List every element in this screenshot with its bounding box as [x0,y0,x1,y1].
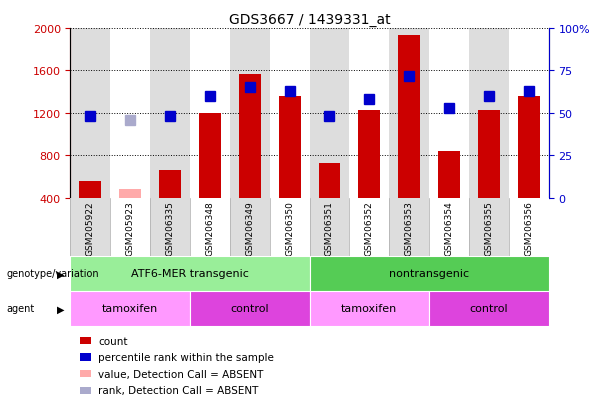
Text: GSM206349: GSM206349 [245,201,254,256]
Bar [469,29,509,198]
Text: GSM206348: GSM206348 [205,201,215,256]
Text: nontransgenic: nontransgenic [389,268,469,279]
Bar [70,198,110,256]
Bar [359,110,380,198]
Bar [230,198,270,256]
Bar [190,29,230,198]
Text: control: control [470,304,508,314]
Text: ATF6-MER transgenic: ATF6-MER transgenic [131,268,249,279]
Bar [239,74,261,198]
Bar [190,198,230,256]
Bar [110,198,150,256]
Bar [80,181,101,198]
Text: GSM206350: GSM206350 [285,201,294,256]
Bar [509,29,549,198]
Text: tamoxifen: tamoxifen [341,304,397,314]
Text: GSM206352: GSM206352 [365,201,374,256]
Title: GDS3667 / 1439331_at: GDS3667 / 1439331_at [229,12,390,26]
Bar [319,163,340,198]
Bar [469,198,509,256]
Bar [509,198,549,256]
Text: percentile rank within the sample: percentile rank within the sample [98,352,274,362]
Bar [429,291,549,326]
Bar [279,97,300,198]
Text: GSM206356: GSM206356 [524,201,533,256]
Bar [310,29,349,198]
Bar [349,198,389,256]
Text: genotype/variation: genotype/variation [6,268,99,279]
Bar [70,256,310,291]
Text: ▶: ▶ [57,304,64,314]
Text: agent: agent [6,304,34,314]
Bar [310,198,349,256]
Bar [159,171,181,198]
Text: GSM206354: GSM206354 [444,201,454,256]
Bar [150,29,190,198]
Text: value, Detection Call = ABSENT: value, Detection Call = ABSENT [98,369,264,379]
Bar [270,29,310,198]
Text: GSM205922: GSM205922 [86,201,95,256]
Text: GSM206351: GSM206351 [325,201,334,256]
Bar [110,29,150,198]
Bar [478,110,500,198]
Text: GSM206353: GSM206353 [405,201,414,256]
Text: GSM206355: GSM206355 [484,201,493,256]
Text: count: count [98,336,128,346]
Bar [389,198,429,256]
Text: GSM205923: GSM205923 [126,201,135,256]
Text: ▶: ▶ [57,268,64,279]
Bar [349,29,389,198]
Bar [310,256,549,291]
Bar [270,198,310,256]
Bar [518,97,539,198]
Bar [438,152,460,198]
Bar [398,36,420,198]
Bar [70,291,190,326]
Text: control: control [230,304,269,314]
Bar [150,198,190,256]
Bar [429,29,469,198]
Bar [230,29,270,198]
Bar [70,29,110,198]
Bar [190,291,310,326]
Text: rank, Detection Call = ABSENT: rank, Detection Call = ABSENT [98,385,259,395]
Bar [310,291,429,326]
Bar [199,114,221,198]
Bar [429,198,469,256]
Text: tamoxifen: tamoxifen [102,304,158,314]
Bar [389,29,429,198]
Text: GSM206335: GSM206335 [166,201,175,256]
Bar [120,190,141,198]
